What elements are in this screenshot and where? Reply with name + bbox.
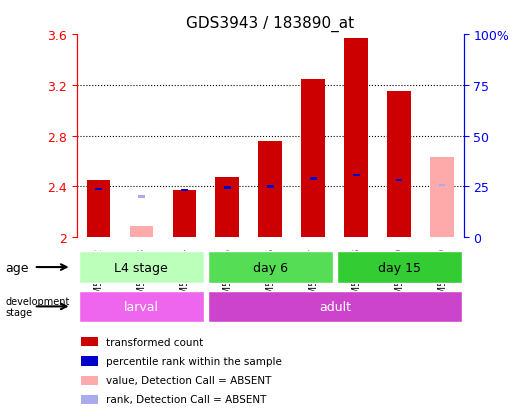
FancyBboxPatch shape <box>208 291 462 323</box>
FancyBboxPatch shape <box>337 252 462 283</box>
Text: larval: larval <box>124 300 159 313</box>
Title: GDS3943 / 183890_at: GDS3943 / 183890_at <box>186 16 355 32</box>
Text: day 6: day 6 <box>253 261 288 274</box>
Bar <box>387 92 411 237</box>
Text: L4 stage: L4 stage <box>114 261 168 274</box>
Bar <box>81 337 98 347</box>
Text: value, Detection Call = ABSENT: value, Detection Call = ABSENT <box>106 375 271 385</box>
Text: transformed count: transformed count <box>106 337 203 347</box>
FancyBboxPatch shape <box>79 291 204 323</box>
Bar <box>344 39 368 237</box>
Bar <box>259 141 282 237</box>
Bar <box>216 178 239 237</box>
Text: day 15: day 15 <box>378 261 421 274</box>
Bar <box>129 226 153 237</box>
Bar <box>181 190 188 192</box>
Text: rank, Detection Call = ABSENT: rank, Detection Call = ABSENT <box>106 394 266 404</box>
Bar <box>81 356 98 366</box>
Bar <box>172 191 196 237</box>
Bar <box>95 188 102 191</box>
Bar <box>310 178 316 180</box>
Bar <box>302 79 325 237</box>
Bar <box>81 395 98 404</box>
Bar <box>439 184 446 187</box>
Text: age: age <box>5 261 29 274</box>
Text: adult: adult <box>319 300 351 313</box>
Text: development
stage: development stage <box>5 296 69 318</box>
Bar <box>353 174 359 177</box>
Bar <box>430 158 454 237</box>
FancyBboxPatch shape <box>79 252 204 283</box>
Bar <box>396 179 402 182</box>
FancyBboxPatch shape <box>208 252 333 283</box>
Bar <box>81 376 98 385</box>
Bar <box>86 180 110 237</box>
Bar <box>267 185 273 188</box>
Bar <box>138 196 145 198</box>
Text: percentile rank within the sample: percentile rank within the sample <box>106 356 282 366</box>
Bar <box>224 187 231 190</box>
